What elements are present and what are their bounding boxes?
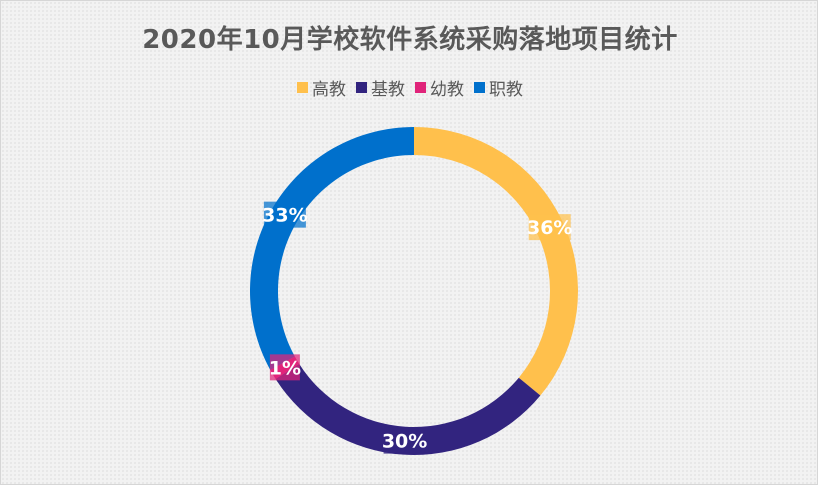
data-label: 36%: [527, 217, 572, 239]
donut-slice: [249, 127, 414, 371]
data-label-background: [269, 354, 300, 381]
legend-swatch: [415, 82, 426, 93]
legend-swatch: [474, 82, 485, 93]
legend-item: 幼教: [415, 75, 464, 100]
donut-slice: [414, 127, 578, 396]
data-label: 30%: [382, 431, 427, 453]
data-label-background: [263, 201, 306, 228]
data-label: 33%: [262, 205, 307, 227]
data-label-background: [528, 214, 571, 241]
legend-item: 职教: [474, 75, 523, 100]
legend-label: 高教: [312, 80, 346, 100]
legend-swatch: [356, 82, 367, 93]
legend-label: 基教: [371, 80, 405, 100]
legend-label: 幼教: [430, 80, 464, 100]
donut-slice: [275, 363, 541, 455]
chart-title: 2020年10月学校软件系统采购落地项目统计: [142, 25, 678, 55]
legend-item: 基教: [356, 75, 405, 100]
legend-swatch: [297, 82, 308, 93]
legend-item: 高教: [297, 75, 346, 100]
legend-label: 职教: [489, 80, 523, 100]
data-label: 1%: [269, 357, 301, 379]
data-label-background: [383, 427, 426, 454]
chart-legend: 高教 基教 幼教 职教: [1, 75, 818, 100]
